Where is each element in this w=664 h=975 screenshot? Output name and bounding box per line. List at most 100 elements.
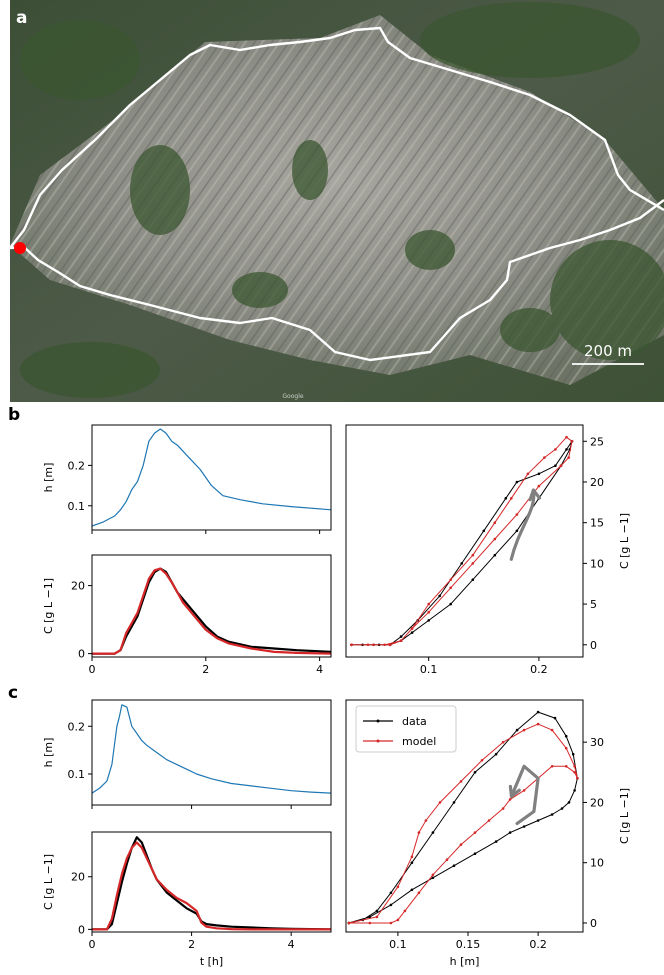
x-tick-label: 4 [316,663,323,676]
series-line-data [348,711,578,924]
data-point-model [493,521,497,524]
data-point-model [567,456,570,459]
data-point-model [427,610,431,614]
hysteresis-arrow-head [528,488,542,502]
data-point-data [564,734,568,738]
plot-frame [345,699,584,933]
y-axis-label: h [m] [42,738,55,768]
x-tick-label: 4 [288,938,295,951]
x-tick-label: 0.1 [420,663,438,676]
data-point-model [510,497,513,500]
data-point-model [537,484,541,488]
data-point-model [366,643,370,647]
legend-marker-model [376,739,380,743]
chart-c_C: 0 20 0 2 4 C [g L −1] t [h] [42,831,332,968]
data-point-data [522,825,526,828]
data-point-model [554,448,557,451]
data-point-data [427,619,431,622]
data-point-model [424,819,428,822]
x-tick-label: 2 [188,938,195,951]
y-axis-label: h [m] [42,463,55,493]
y-tick-label: 0 [78,923,85,936]
data-point-model [375,915,379,919]
panel-label-c: c [8,683,19,703]
legend-label-model: model [402,735,436,748]
data-point-data [515,480,519,484]
panel-label-a: a [16,8,28,28]
data-point-model [473,831,477,834]
data-point-data [431,831,435,834]
x-tick-label: 0 [89,663,96,676]
data-point-data [449,602,453,606]
data-point-model [522,789,526,792]
data-point-data [482,529,486,533]
data-point-data [493,553,497,557]
data-point-model [543,456,546,459]
chart-b_h: 0.1 0.2 h [m] [42,424,332,534]
catchment-boundary-north [10,26,664,249]
chart-c_hyst: 0 10 20 30 0.1 0.15 0.2 C [g L −1] h [m] [345,699,631,968]
data-point-data [565,448,568,451]
hysteresis-arrow [509,488,536,561]
data-point-model [471,562,475,565]
data-point-model [417,891,421,895]
data-point-model [438,801,442,804]
data-point-model [389,921,393,925]
data-point-model [399,639,403,642]
x-tick-label: 0.1 [389,938,407,951]
data-point-model [501,807,505,810]
y-tick-label: 0.1 [68,768,86,781]
legend: data model [355,705,457,753]
legend-label-data: data [402,715,427,728]
y-axis-label: C [g L −1] [618,513,631,569]
plot-frame [91,831,332,933]
data-point-data [471,578,475,581]
x-tick-label: 0.2 [529,938,547,951]
chart-b_C: 0 20 0 2 4 C [g L −1] [42,554,332,676]
data-point-model [550,728,554,732]
series-line-model [92,841,331,931]
y-tick-label: 0.2 [68,459,86,472]
y-tick-label: 0.2 [68,720,86,733]
data-point-data [460,562,464,565]
y-tick-label: 20 [590,796,604,809]
x-axis-label: t [h] [200,955,223,968]
y-tick-label: 0 [590,917,597,930]
y-tick-label: 0.1 [68,500,86,513]
data-point-model [431,873,435,877]
y-tick-label: 30 [590,736,604,749]
y-tick-label: 10 [590,857,604,870]
series-line-model [351,436,573,646]
data-point-data [560,807,564,810]
data-point-model [565,435,568,439]
scale-label: 200 m [584,342,632,360]
chart-c_h: 0.1 0.2 h [m] [42,699,332,809]
x-tick-label: 0 [89,938,96,951]
data-point-data [494,752,498,756]
data-point-data [504,497,508,500]
data-point-data [410,631,414,634]
data-point-model [508,798,512,801]
x-axis-label: h [m] [450,955,480,968]
data-point-model [570,440,574,443]
y-tick-label: 25 [590,435,604,448]
series-line-data [92,836,331,931]
data-point-data [389,891,393,895]
data-point-model [573,771,576,774]
data-point-data [368,915,372,919]
x-tick-label: 0.15 [456,938,481,951]
chart-b_hyst: 0 5 10 15 20 25 0.1 0.2 C [g L −1] [345,424,631,676]
data-point-data [515,728,519,732]
panel-label-b: b [8,405,21,425]
y-axis-label: C [g L −1] [42,854,55,910]
plot-frame [91,424,332,531]
data-point-data [515,529,519,533]
data-point-model [388,643,392,647]
hysteresis-arrow-head [508,784,521,799]
data-point-data [438,594,442,598]
satellite-photo: 200 m Google a [10,0,664,402]
data-point-model [573,765,576,768]
data-point-data [537,472,541,476]
y-tick-label: 10 [590,557,604,570]
